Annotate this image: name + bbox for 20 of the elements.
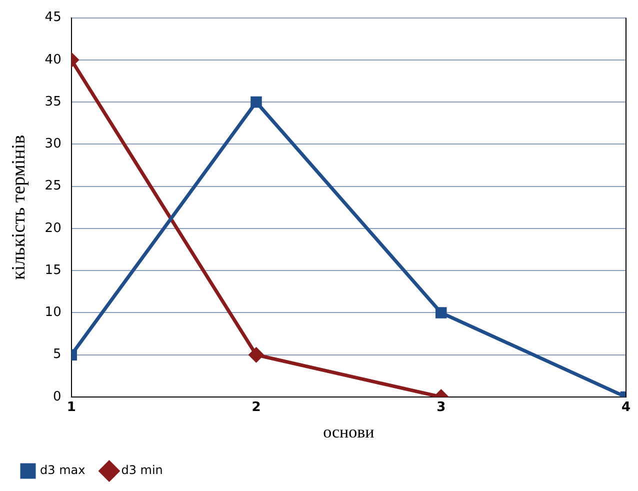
point (435, 307, 447, 318)
y-tick-label: 25 (44, 178, 62, 194)
y-axis-title: кількість термінів (8, 134, 30, 280)
y-tick-label: 0 (53, 389, 62, 404)
y-tick-label: 30 (44, 136, 62, 152)
legend-label: d3 min (121, 463, 163, 478)
x-tick-label: 1 (66, 400, 76, 416)
y-tick-label: 35 (44, 94, 62, 110)
y-tick-label: 20 (44, 220, 62, 236)
y-tick-label: 5 (53, 347, 62, 362)
x-tick-label: 3 (436, 400, 446, 416)
x-tick-label: 4 (621, 400, 631, 416)
y-tick-label: 15 (44, 262, 62, 278)
y-tick-label: 45 (44, 10, 62, 26)
point (250, 96, 262, 108)
y-tick-label: 40 (44, 52, 62, 68)
x-tick-label: 2 (252, 400, 261, 416)
x-axis-title: основи (323, 422, 374, 442)
y-tick-label: 10 (44, 305, 62, 320)
legend-label: d3 max (40, 463, 86, 478)
